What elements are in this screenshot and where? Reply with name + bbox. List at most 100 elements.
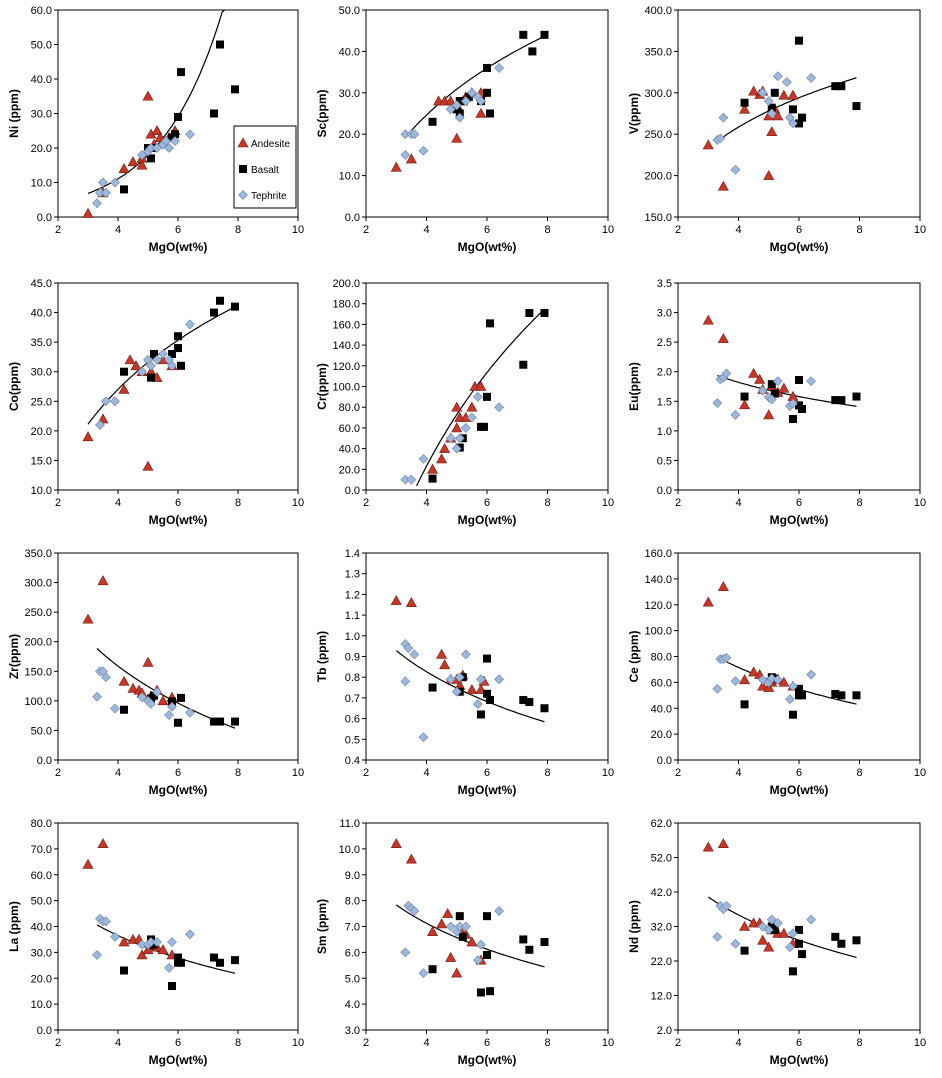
data-point-andesite bbox=[405, 153, 417, 164]
x-tick-label: 2 bbox=[363, 224, 369, 236]
data-point-andesite bbox=[118, 936, 130, 947]
y-tick-label: 6.0 bbox=[345, 947, 360, 959]
y-tick-label: 0.5 bbox=[345, 734, 360, 746]
y-tick-label: 40.0 bbox=[339, 444, 360, 456]
y-tick-label: 150.0 bbox=[644, 212, 672, 224]
y-tick-label: 50.0 bbox=[31, 896, 52, 908]
data-point-andesite bbox=[787, 89, 799, 100]
y-tick-label: 1.1 bbox=[345, 610, 360, 622]
data-point-basalt bbox=[231, 85, 239, 94]
data-point-tephrite bbox=[476, 96, 486, 107]
x-tick-label: 2 bbox=[55, 224, 61, 236]
data-point-tephrite bbox=[494, 674, 505, 685]
data-point-tephrite bbox=[730, 676, 741, 687]
x-axis-label: MgO(wt%) bbox=[770, 783, 829, 797]
data-point-basalt bbox=[174, 953, 182, 962]
trend-line bbox=[416, 308, 545, 487]
data-point-andesite bbox=[436, 918, 448, 929]
y-tick-label: 50.0 bbox=[339, 5, 360, 17]
y-tick-label: 30.0 bbox=[31, 947, 52, 959]
x-tick-label: 2 bbox=[363, 497, 369, 509]
data-point-basalt bbox=[740, 392, 749, 401]
data-point-basalt bbox=[483, 63, 491, 72]
data-point-andesite bbox=[702, 139, 714, 150]
data-point-andesite bbox=[82, 207, 94, 218]
data-point-basalt bbox=[231, 717, 239, 726]
y-tick-label: 350.0 bbox=[644, 46, 672, 58]
y-axis-label: Co(ppm) bbox=[7, 362, 21, 411]
y-tick-label: 0.0 bbox=[345, 212, 360, 224]
x-tick-label: 4 bbox=[115, 497, 121, 509]
data-point-andesite bbox=[405, 853, 417, 864]
data-point-andesite bbox=[97, 575, 109, 586]
data-point-andesite bbox=[778, 927, 790, 938]
data-point-basalt bbox=[455, 97, 464, 106]
x-tick-label: 10 bbox=[914, 1037, 926, 1049]
data-point-andesite bbox=[748, 85, 760, 96]
data-point-basalt bbox=[231, 956, 239, 965]
data-point-andesite bbox=[739, 399, 751, 410]
data-point-basalt bbox=[740, 700, 749, 709]
y-axis-label: Sm (ppm) bbox=[315, 899, 329, 954]
y-tick-label: 100.0 bbox=[24, 696, 52, 708]
data-point-andesite bbox=[778, 676, 790, 687]
data-point-tephrite bbox=[161, 136, 171, 147]
data-point-tephrite bbox=[785, 694, 795, 705]
data-point-andesite bbox=[390, 594, 402, 605]
data-point-basalt bbox=[540, 309, 549, 318]
legend-label-basalt: Basalt bbox=[251, 165, 279, 176]
data-point-andesite bbox=[405, 597, 417, 607]
x-tick-label: 10 bbox=[914, 497, 926, 509]
data-point-basalt bbox=[120, 367, 128, 376]
data-point-basalt bbox=[483, 912, 491, 921]
data-point-basalt bbox=[519, 935, 528, 944]
data-point-basalt bbox=[216, 296, 224, 305]
y-tick-label: 3.5 bbox=[657, 278, 672, 290]
data-point-tephrite bbox=[146, 698, 156, 709]
data-point-andesite bbox=[82, 431, 94, 442]
data-point-basalt bbox=[831, 396, 840, 405]
y-tick-label: 40.0 bbox=[31, 308, 52, 320]
x-axis-label: MgO(wt%) bbox=[458, 783, 517, 797]
data-point-basalt bbox=[795, 36, 803, 45]
data-point-basalt bbox=[519, 30, 528, 39]
data-point-basalt bbox=[216, 717, 224, 726]
data-point-andesite bbox=[717, 180, 729, 191]
data-point-tephrite bbox=[137, 149, 147, 160]
data-point-tephrite bbox=[101, 672, 111, 683]
y-axis-label: La (ppm) bbox=[7, 901, 21, 952]
data-point-tephrite bbox=[167, 937, 177, 947]
y-tick-label: 80.0 bbox=[31, 818, 52, 830]
data-point-basalt bbox=[171, 130, 179, 139]
data-point-tephrite bbox=[712, 398, 723, 408]
data-point-basalt bbox=[177, 693, 185, 702]
data-point-andesite bbox=[717, 838, 729, 849]
data-point-andesite bbox=[763, 409, 775, 420]
data-point-basalt bbox=[798, 113, 807, 122]
data-point-tephrite bbox=[152, 143, 162, 153]
y-tick-label: 20.0 bbox=[31, 973, 52, 985]
y-tick-label: 40.0 bbox=[31, 922, 52, 934]
data-point-tephrite bbox=[476, 674, 486, 685]
y-tick-label: 100.0 bbox=[644, 626, 672, 638]
data-point-andesite bbox=[772, 110, 784, 121]
data-point-basalt bbox=[788, 967, 797, 976]
data-point-basalt bbox=[795, 375, 803, 384]
data-point-tephrite bbox=[721, 652, 732, 663]
x-tick-label: 6 bbox=[796, 224, 802, 236]
data-point-basalt bbox=[483, 689, 491, 698]
y-tick-label: 20.0 bbox=[339, 464, 360, 476]
data-point-andesite bbox=[445, 951, 457, 962]
x-tick-label: 8 bbox=[544, 767, 550, 779]
data-point-basalt bbox=[428, 117, 437, 126]
data-point-basalt bbox=[120, 966, 128, 975]
data-point-basalt bbox=[174, 332, 182, 341]
data-point-basalt bbox=[455, 912, 464, 921]
data-point-tephrite bbox=[146, 360, 156, 371]
y-tick-label: 0.7 bbox=[345, 693, 360, 705]
y-tick-label: 140.0 bbox=[332, 340, 360, 352]
y-axis-label: Ni (ppm) bbox=[7, 89, 21, 138]
data-point-tephrite bbox=[460, 649, 471, 660]
y-tick-label: 400.0 bbox=[644, 5, 672, 17]
